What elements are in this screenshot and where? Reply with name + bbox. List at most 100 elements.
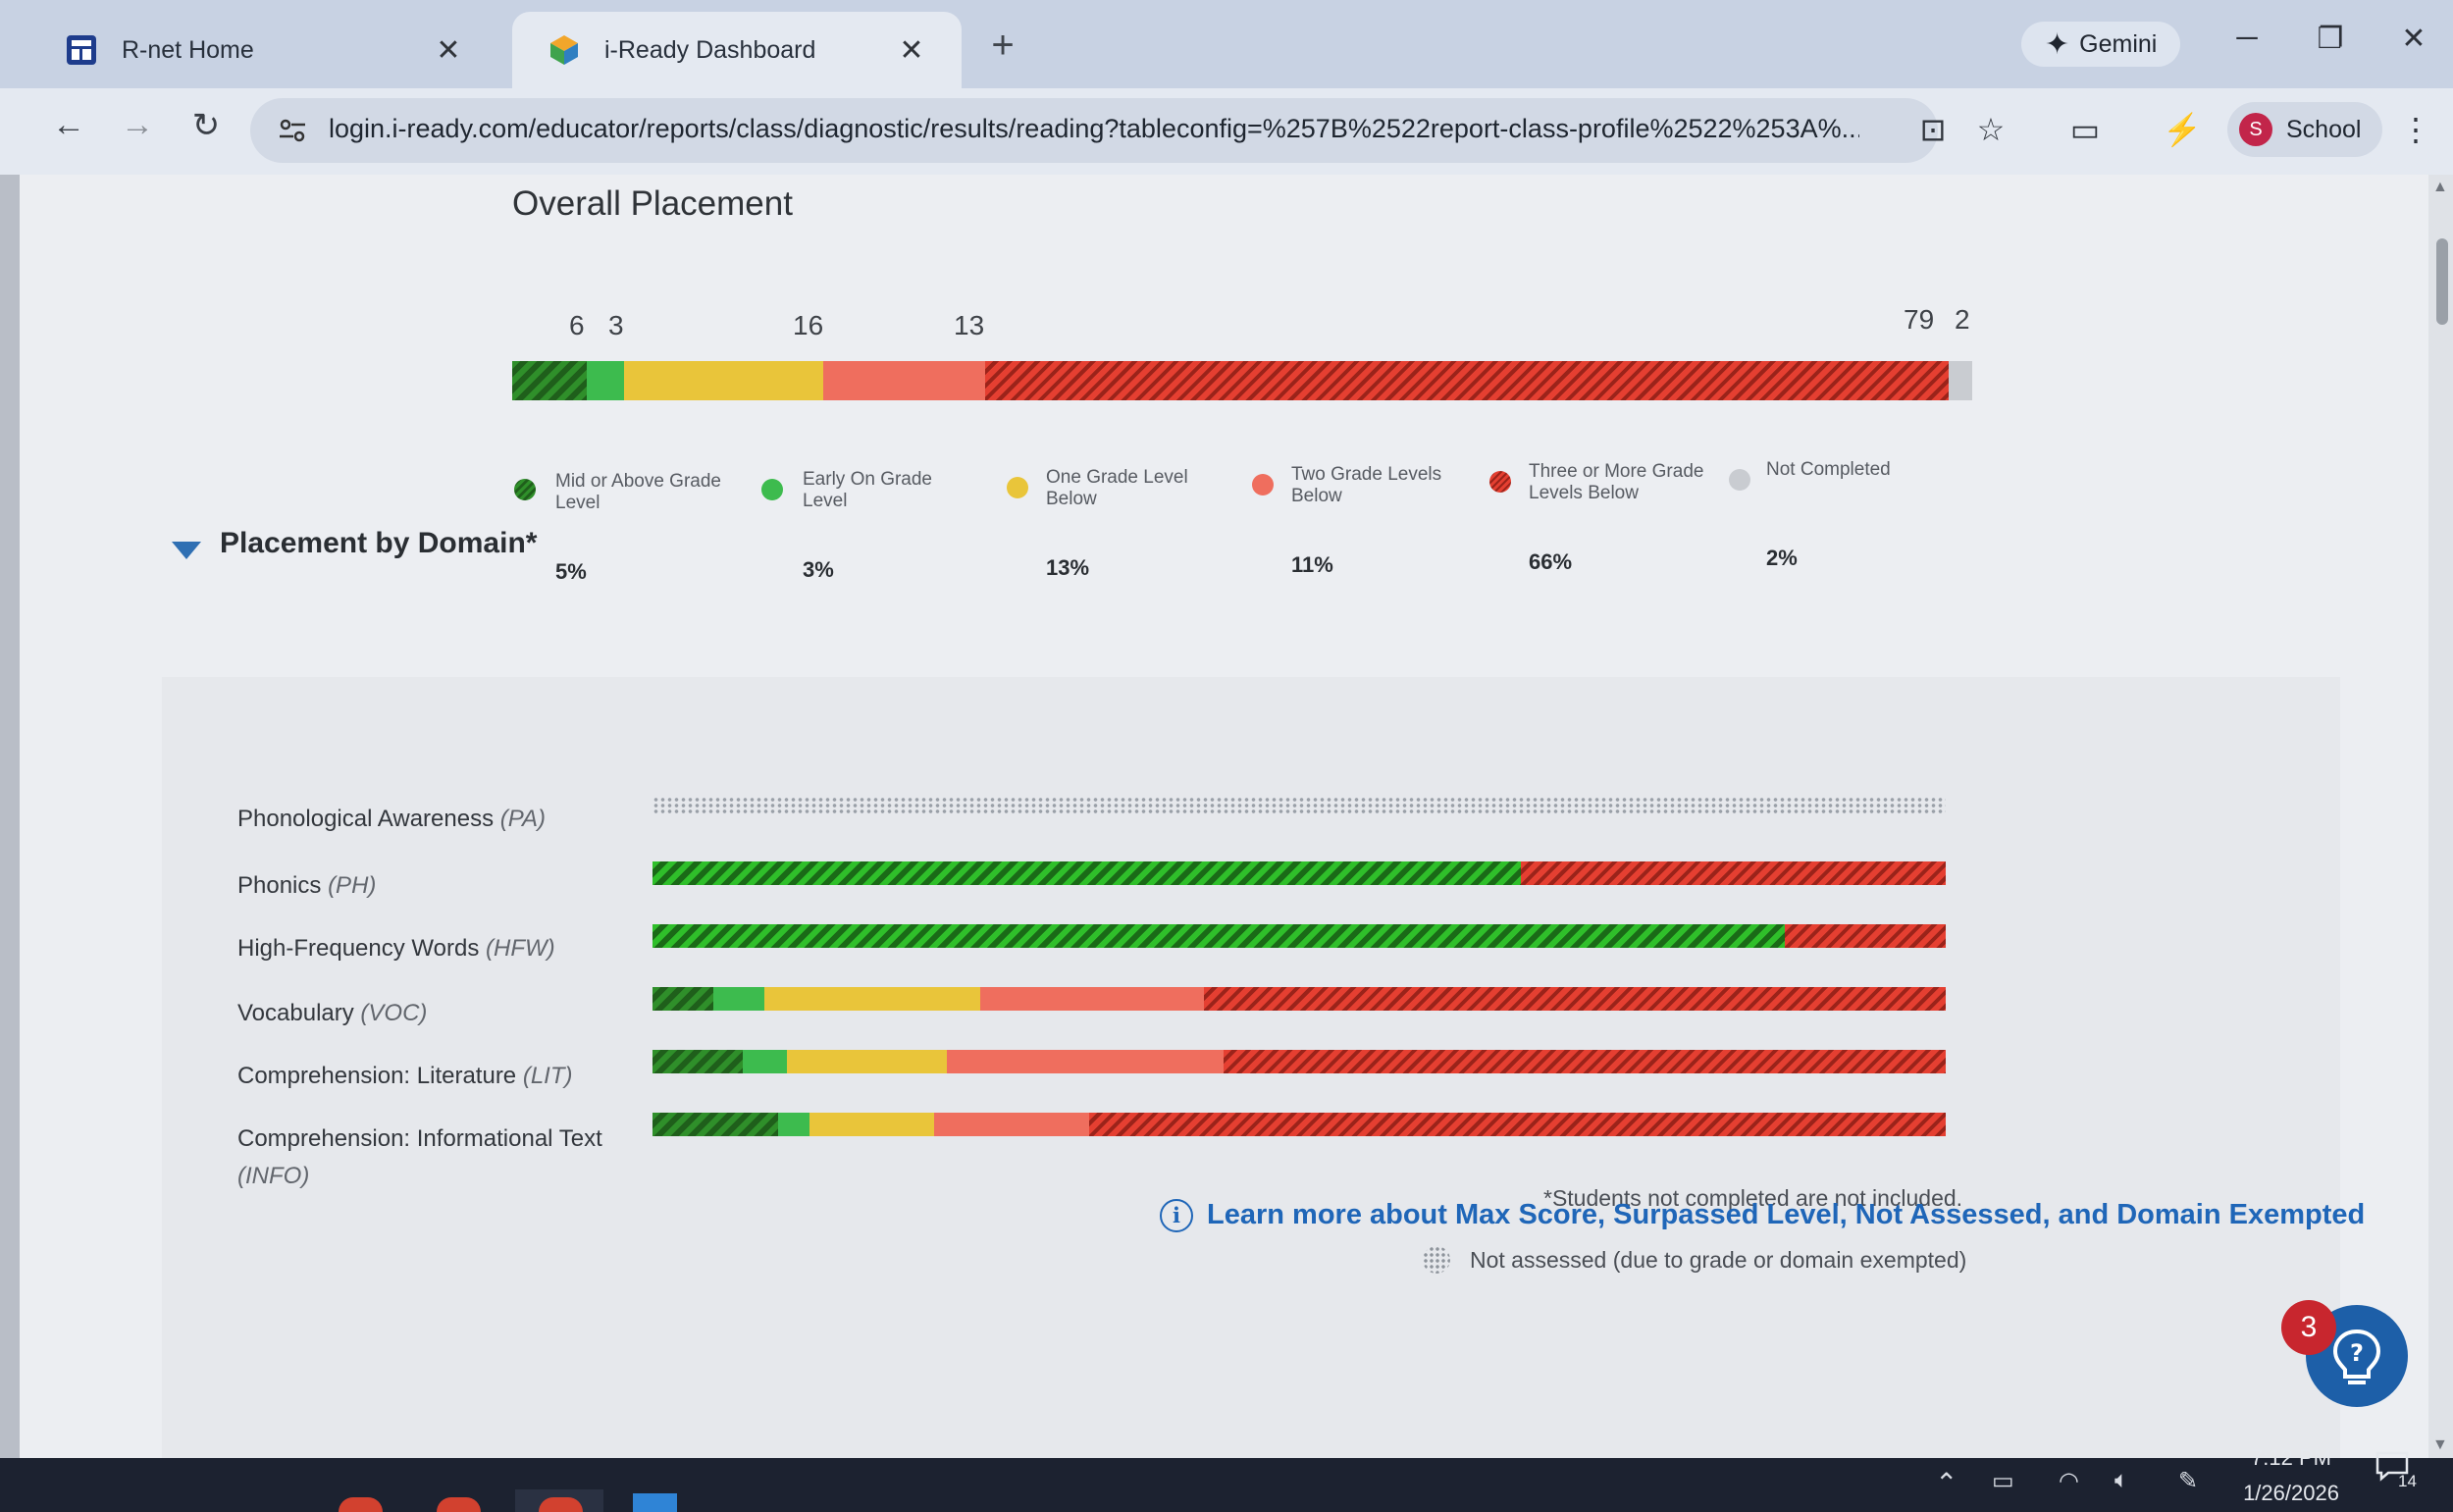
legend-not-completed-pct: 2% [1766, 546, 1798, 570]
domain-label-lit: Comprehension: Literature (LIT) [237, 1058, 573, 1095]
not-assessed-legend: Not assessed (due to grade or domain exe… [1423, 1246, 1966, 1274]
collapse-triangle-icon[interactable] [172, 542, 201, 559]
domain-name: Phonics [237, 872, 322, 899]
scroll-up-icon[interactable]: ▲ [2432, 179, 2448, 195]
seg-early[interactable] [587, 361, 624, 400]
not-assessed-dot-icon [1423, 1246, 1450, 1274]
menu-kebab-icon[interactable]: ⋮ [2400, 112, 2431, 147]
domain-abbr: (VOC) [360, 1000, 428, 1026]
help-badge: 3 [2281, 1300, 2336, 1355]
seg-mid[interactable] [652, 861, 1521, 885]
scroll-thumb[interactable] [2436, 238, 2448, 325]
seg-two-below[interactable] [980, 987, 1204, 1011]
legend-early-dot-icon [761, 479, 783, 500]
back-icon[interactable]: ← [52, 106, 85, 143]
legend-early-pct: 3% [803, 557, 834, 582]
seg-one-below[interactable] [624, 361, 823, 400]
taskbar-app-icon[interactable] [339, 1497, 383, 1512]
seg-three-below[interactable] [1224, 1050, 1946, 1073]
gemini-label: Gemini [2079, 29, 2158, 58]
close-tab-icon[interactable]: ✕ [899, 33, 924, 67]
legend-two-below-label: Two Grade Levels Below [1291, 464, 1442, 506]
performance-icon[interactable]: ⚡ [2163, 112, 2202, 147]
taskbar-clock[interactable]: 7:12 PM 1/26/2026 [2227, 1440, 2355, 1511]
close-window-icon[interactable]: ✕ [2401, 23, 2427, 55]
tray-volume-icon[interactable]: 🔈︎ [2114, 1467, 2129, 1493]
seg-mid[interactable] [652, 987, 713, 1011]
legend-two-below-pct: 11% [1291, 552, 1333, 577]
legend-mid-pct: 5% [555, 559, 587, 584]
chrome-icon [539, 1497, 583, 1512]
lens-icon[interactable]: ⊡ [1919, 112, 1947, 147]
legend-early-label: Early On Grade Level [803, 469, 932, 511]
tray-wifi-icon[interactable]: ◠ [2059, 1468, 2079, 1494]
seg-one-below[interactable] [787, 1050, 947, 1073]
tab-title: R-net Home [122, 35, 254, 64]
page-scrollbar[interactable]: ▲ ▼ [2428, 175, 2453, 1458]
legend-mid-dot-icon [514, 479, 536, 500]
overall-placement-bar [512, 361, 1972, 400]
reading-mode-icon[interactable]: ▭ [2069, 112, 2101, 147]
tray-battery-icon[interactable]: ▭ [1992, 1468, 2014, 1494]
tray-chevron-icon[interactable]: ⌃ [1935, 1468, 1958, 1498]
legend-three-below-pct: 66% [1529, 549, 1573, 574]
address-bar[interactable]: login.i-ready.com/educator/reports/class… [250, 98, 1938, 163]
domain-abbr: (INFO) [237, 1163, 310, 1189]
learn-more-link[interactable]: i Learn more about Max Score, Surpassed L… [1160, 1199, 2366, 1233]
seg-two-below[interactable] [823, 361, 985, 400]
domain-bar-pa-not-assessed[interactable] [652, 797, 1946, 814]
rnet-favicon-icon [65, 33, 98, 67]
site-settings-icon[interactable] [276, 114, 309, 147]
seg-mid[interactable] [652, 1050, 743, 1073]
restore-icon[interactable]: ❐ [2317, 23, 2344, 55]
domain-name: Comprehension: Informational Text [237, 1125, 602, 1152]
profile-button[interactable]: S School [2227, 102, 2383, 157]
taskbar-app-icon[interactable] [633, 1493, 677, 1512]
learn-more-label: Learn more about Max Score, Surpassed Le… [1207, 1199, 2366, 1230]
legend-mid-label: Mid or Above Grade Level [555, 471, 721, 513]
placement-by-domain-title[interactable]: Placement by Domain* [220, 527, 538, 559]
url-text: login.i-ready.com/educator/reports/class… [329, 114, 1859, 143]
domain-bar-info [652, 1113, 1946, 1136]
legend-one-below-pct: 13% [1046, 555, 1090, 580]
taskbar-app-icon[interactable] [437, 1497, 481, 1512]
seg-two-below[interactable] [947, 1050, 1224, 1073]
close-tab-icon[interactable]: ✕ [436, 33, 461, 67]
legend-not-completed-dot-icon [1729, 469, 1750, 491]
legend-one-below-dot-icon [1007, 477, 1028, 498]
gemini-sparkle-icon: ✦ [2045, 27, 2070, 61]
seg-early[interactable] [713, 987, 764, 1011]
seg-not-completed[interactable] [1949, 361, 1972, 400]
seg-mid[interactable] [652, 1113, 778, 1136]
tab-iready-dashboard[interactable]: i-Ready Dashboard ✕ [512, 12, 962, 88]
seg-one-below[interactable] [809, 1113, 934, 1136]
seg-two-below[interactable] [934, 1113, 1089, 1136]
seg-mid[interactable] [512, 361, 587, 400]
seg-early[interactable] [743, 1050, 787, 1073]
seg-three-below[interactable] [1089, 1113, 1946, 1136]
forward-icon[interactable]: → [121, 106, 154, 143]
seg-three-below[interactable] [1785, 924, 1946, 948]
seg-mid[interactable] [652, 924, 1785, 948]
reload-icon[interactable]: ↻ [191, 107, 221, 144]
domain-label-voc: Vocabulary (VOC) [237, 995, 427, 1032]
bookmark-star-icon[interactable]: ☆ [1976, 112, 2006, 147]
tab-rnet-home[interactable]: R-net Home ✕ [29, 12, 498, 88]
seg-early[interactable] [778, 1113, 809, 1136]
count-early: 3 [608, 310, 624, 340]
domain-name: High-Frequency Words [237, 935, 480, 962]
seg-three-below[interactable] [985, 361, 1949, 400]
taskbar-active-app[interactable] [515, 1489, 603, 1512]
domain-bar-ph [652, 861, 1946, 885]
new-tab-icon[interactable]: + [991, 24, 1015, 67]
scroll-down-icon[interactable]: ▼ [2432, 1436, 2448, 1453]
clock-time: 7:12 PM [2251, 1445, 2331, 1470]
seg-one-below[interactable] [764, 987, 980, 1011]
notification-center-icon[interactable]: 14 [2375, 1450, 2424, 1493]
tray-pen-icon[interactable]: ✎ [2178, 1468, 2199, 1494]
gemini-button[interactable]: ✦ Gemini [2021, 22, 2181, 67]
seg-three-below[interactable] [1204, 987, 1946, 1011]
seg-three-below[interactable] [1521, 861, 1946, 885]
minimize-icon[interactable]: ─ [2236, 22, 2258, 54]
domain-name: Vocabulary [237, 1000, 354, 1026]
